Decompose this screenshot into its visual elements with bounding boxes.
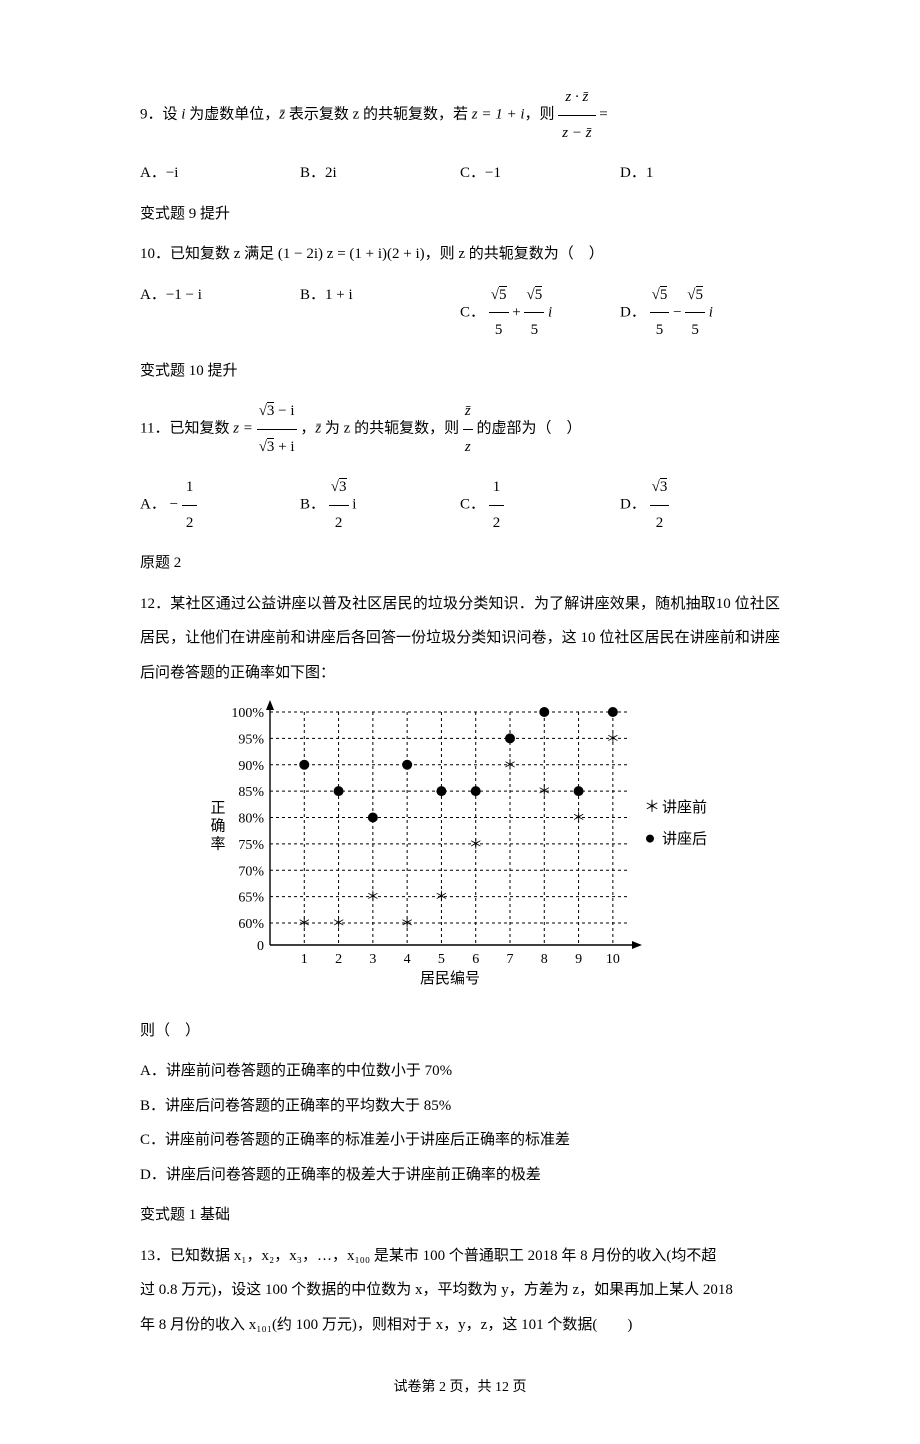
- variant-10-label: 变式题 10 提升: [140, 354, 780, 389]
- q9-fraction: z · z̄ z − z̄: [558, 80, 595, 150]
- q11-number: 11．: [140, 420, 169, 436]
- q9-opt-a: A．−i: [140, 156, 300, 191]
- q9-options: A．−i B．2i C．−1 D．1: [140, 156, 780, 191]
- q9-opt-b: B．2i: [300, 156, 460, 191]
- q10-opt-a: A．−1 − i: [140, 278, 300, 348]
- q11-t4: 的虚部为（ ）: [476, 420, 581, 436]
- svg-text:75%: 75%: [238, 838, 264, 853]
- q13-l1: 13．已知数据 x₁，x₂，x₃，…，x₁₀₀ 是某市 100 个普通职工 20…: [140, 1239, 780, 1274]
- svg-text:＊: ＊: [644, 799, 660, 817]
- q10-d-frac2: √5 5: [685, 278, 705, 348]
- svg-text:讲座前: 讲座前: [662, 799, 707, 816]
- q10-opt-b: B．1 + i: [300, 278, 460, 348]
- q9-opt-c: C．−1: [460, 156, 620, 191]
- page-content: 9．设 i 为虚数单位，z̄ 表示复数 z 的共轭复数，若 z = 1 + i，…: [0, 0, 920, 1444]
- q13-l2: 过 0.8 万元)，设这 100 个数据的中位数为 x，平均数为 y，方差为 z…: [140, 1273, 780, 1308]
- q11-options: A． − 1 2 B． √3 2 i C． 1 2 D． √3: [140, 470, 780, 540]
- svg-text:95%: 95%: [238, 732, 264, 747]
- accuracy-chart: 60% 65% 70% 75% 80% 85% 90% 95% 100% 0 正确率 1 2 3 4 5 6 7 8…: [200, 700, 780, 1004]
- chart-svg: 60% 65% 70% 75% 80% 85% 90% 95% 100% 0 正确率 1 2 3 4 5 6 7 8…: [200, 700, 720, 990]
- svg-text:10: 10: [606, 952, 620, 967]
- q11-t1: 已知复数: [169, 420, 233, 436]
- svg-text:＊: ＊: [469, 838, 483, 854]
- q11-opt-b: B． √3 2 i: [300, 470, 460, 540]
- variant-9-label: 变式题 9 提升: [140, 197, 780, 232]
- q10-opt-c: C． √5 5 + √5 5 i: [460, 278, 620, 348]
- q9-t1: 设: [163, 106, 182, 122]
- svg-text:＊: ＊: [332, 917, 346, 933]
- svg-text:＊: ＊: [297, 917, 311, 933]
- q11-d-prefix: D．: [620, 496, 646, 512]
- svg-text:8: 8: [541, 952, 548, 967]
- q11-t3: 为 z 的共轭复数，则: [321, 420, 463, 436]
- q10-c-frac1: √5 5: [489, 278, 509, 348]
- q10-d-prefix: D．: [620, 304, 646, 320]
- svg-text:讲座后: 讲座后: [662, 831, 707, 848]
- q9-opt-d: D．1: [620, 156, 780, 191]
- svg-text:0: 0: [257, 939, 264, 954]
- q9-t4: ，则: [524, 106, 558, 122]
- svg-text:1: 1: [301, 952, 308, 967]
- q11-b-prefix: B．: [300, 496, 325, 512]
- q11-zfrac: √3 − i √3 + i: [257, 394, 297, 464]
- q11-opt-a: A． − 1 2: [140, 470, 300, 540]
- q9-frac-top: z · z̄: [558, 80, 595, 116]
- svg-text:80%: 80%: [238, 812, 264, 827]
- svg-text:＊: ＊: [537, 785, 551, 801]
- svg-text:＊: ＊: [503, 759, 517, 775]
- q11-opt-c: C． 1 2: [460, 470, 620, 540]
- svg-text:＊: ＊: [366, 891, 380, 907]
- q9-number: 9．: [140, 106, 163, 122]
- svg-text:＊: ＊: [400, 917, 414, 933]
- svg-text:85%: 85%: [238, 785, 264, 800]
- original-2-label: 原题 2: [140, 546, 780, 581]
- svg-text:9: 9: [575, 952, 582, 967]
- svg-text:70%: 70%: [238, 864, 264, 879]
- svg-text:＊: ＊: [606, 732, 620, 748]
- q9-eqend: =: [599, 106, 607, 122]
- page-footer: 试卷第 2 页，共 12 页: [140, 1372, 780, 1404]
- q9-eq: z = 1 + i: [472, 106, 525, 122]
- q10-number: 10．: [140, 246, 170, 262]
- svg-text:3: 3: [369, 952, 376, 967]
- svg-text:7: 7: [507, 952, 514, 967]
- svg-text:2: 2: [335, 952, 342, 967]
- question-10: 10．已知复数 z 满足 (1 − 2i) z = (1 + i)(2 + i)…: [140, 237, 780, 272]
- q10-c-prefix: C．: [460, 304, 485, 320]
- svg-text:＊: ＊: [434, 891, 448, 907]
- q13-l3: 年 8 月份的收入 x₁₀₁(约 100 万元)，则相对于 x，y，z，这 10…: [140, 1308, 780, 1343]
- q12-opt-c: C．讲座前问卷答题的正确率的标准差小于讲座后正确率的标准差: [140, 1123, 780, 1158]
- svg-text:正确率: 正确率: [210, 801, 225, 853]
- svg-text:5: 5: [438, 952, 445, 967]
- q12-opt-b: B．讲座后问卷答题的正确率的平均数大于 85%: [140, 1089, 780, 1124]
- variant-1-label: 变式题 1 基础: [140, 1198, 780, 1233]
- q9-frac-bot: z − z̄: [558, 116, 595, 151]
- question-11: 11．已知复数 z = √3 − i √3 + i ，z̄ 为 z 的共轭复数，…: [140, 394, 780, 464]
- q10-opt-d: D． √5 5 − √5 5 i: [620, 278, 780, 348]
- q10-d-frac1: √5 5: [650, 278, 670, 348]
- svg-text:6: 6: [472, 952, 479, 967]
- question-9: 9．设 i 为虚数单位，z̄ 表示复数 z 的共轭复数，若 z = 1 + i，…: [140, 80, 780, 150]
- svg-text:4: 4: [404, 952, 411, 967]
- svg-text:＊: ＊: [572, 812, 586, 828]
- q9-t2: 为虚数单位，: [185, 106, 279, 122]
- question-12: 12．某社区通过公益讲座以普及社区居民的垃圾分类知识．为了解讲座效果，随机抽取1…: [140, 587, 780, 691]
- svg-text:60%: 60%: [238, 917, 264, 932]
- q11-c-prefix: C．: [460, 496, 485, 512]
- q12-opt-d: D．讲座后问卷答题的正确率的极差大于讲座前正确率的极差: [140, 1158, 780, 1193]
- svg-text:居民编号: 居民编号: [420, 970, 480, 987]
- q9-t3: 表示复数 z 的共轭复数，若: [285, 106, 472, 122]
- svg-text:100%: 100%: [231, 706, 264, 721]
- q11-opt-d: D． √3 2: [620, 470, 780, 540]
- q11-a-prefix: A．: [140, 496, 166, 512]
- q12-then: 则（ ）: [140, 1014, 780, 1049]
- q11-t2: ，: [300, 420, 315, 436]
- q10-c-frac2: √5 5: [524, 278, 544, 348]
- q11-zbar-over-z: z̄ z: [463, 394, 473, 464]
- q10-stem: 已知复数 z 满足 (1 − 2i) z = (1 + i)(2 + i)，则 …: [170, 246, 604, 262]
- q10-options: A．−1 − i B．1 + i C． √5 5 + √5 5 i D． √5 …: [140, 278, 780, 348]
- svg-text:65%: 65%: [238, 891, 264, 906]
- svg-text:90%: 90%: [238, 759, 264, 774]
- q12-opt-a: A．讲座前问卷答题的正确率的中位数小于 70%: [140, 1054, 780, 1089]
